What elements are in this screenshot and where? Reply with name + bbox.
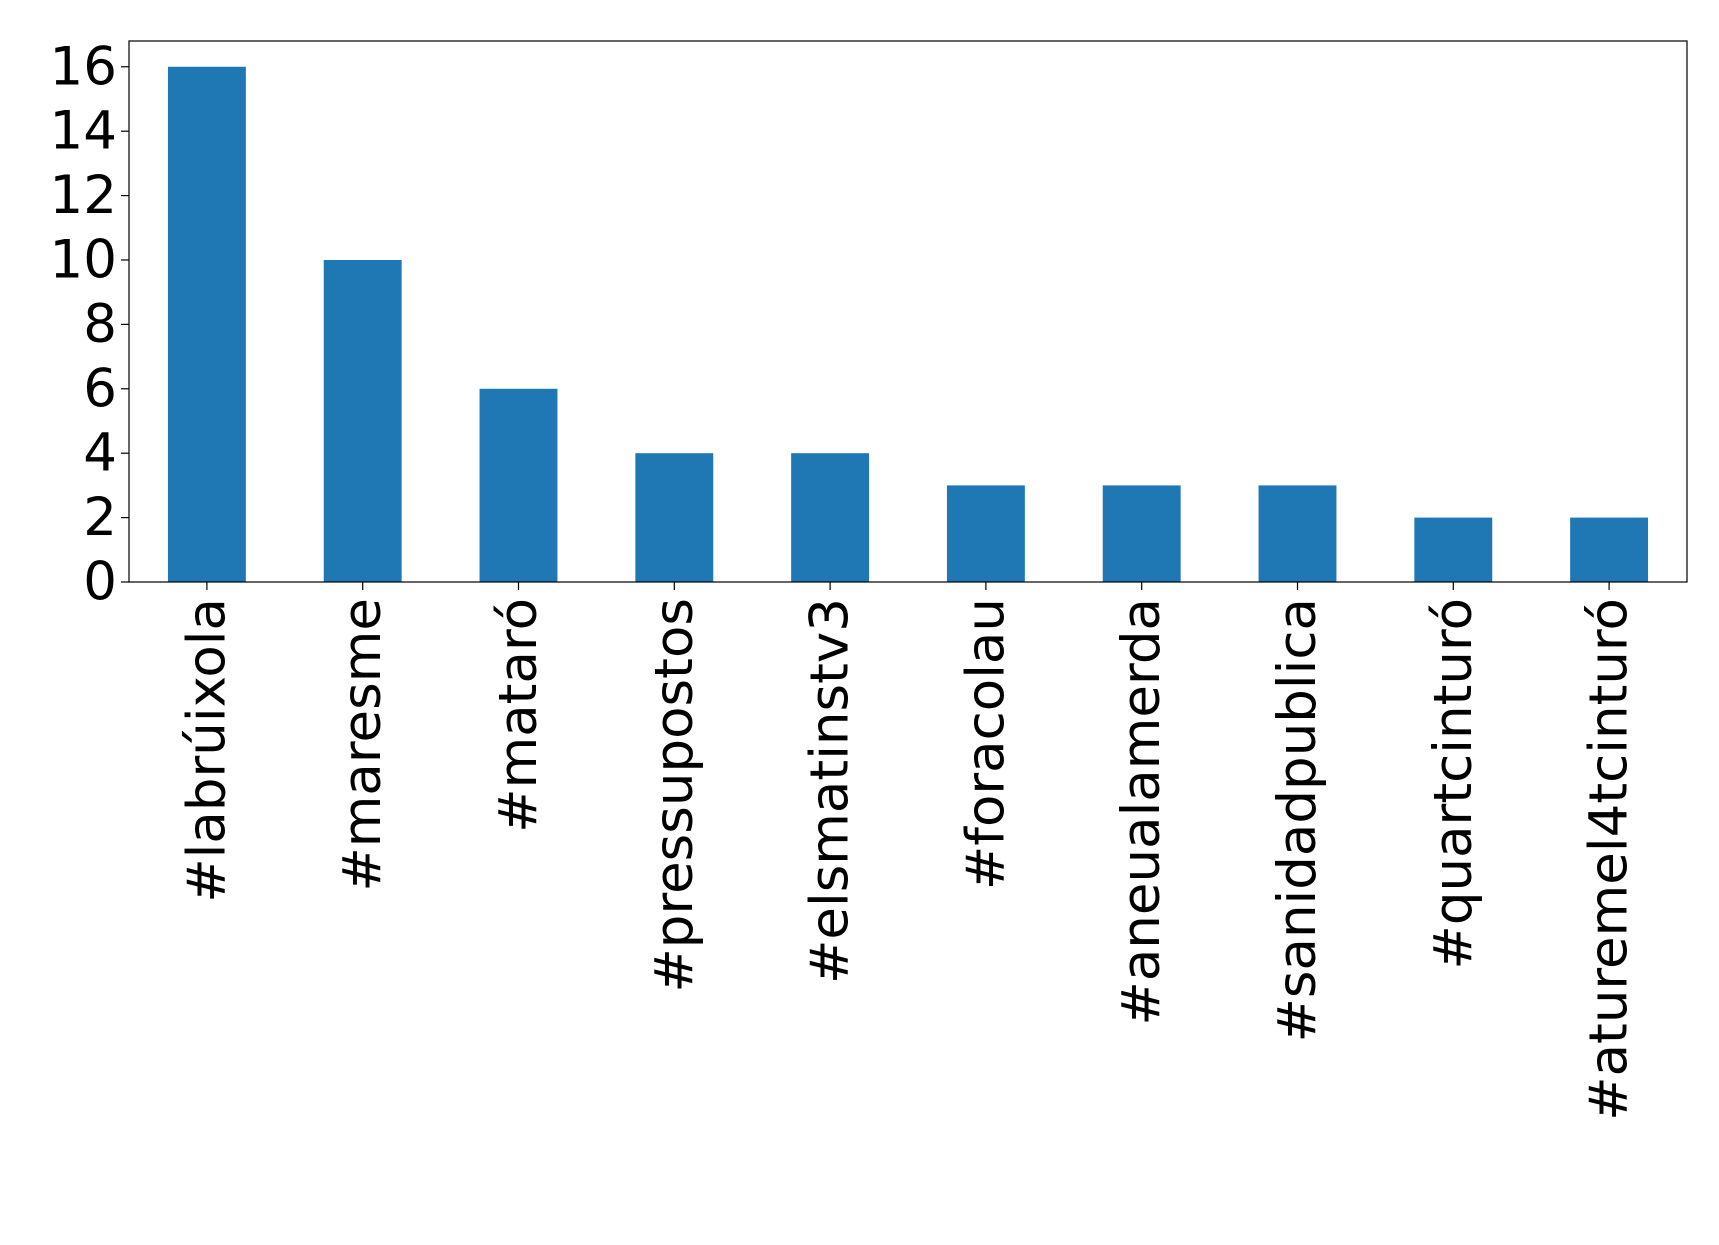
bar <box>1570 517 1649 582</box>
x-tick-label: #aneualamerda <box>1111 598 1172 1026</box>
bar <box>635 453 714 582</box>
plot-frame <box>128 40 1688 583</box>
y-tick-label: 4 <box>83 423 117 484</box>
x-tick-label: #elsmatinstv3 <box>800 598 861 984</box>
bar <box>1258 485 1337 582</box>
bar <box>1414 517 1493 582</box>
y-tick-label: 16 <box>50 36 117 97</box>
bar <box>946 485 1025 582</box>
bar <box>323 259 402 582</box>
x-tick-label: #maresme <box>332 598 393 892</box>
y-tick-label: 2 <box>83 487 117 548</box>
x-tick-label: #labrúixola <box>176 598 237 903</box>
x-tick-label: #aturemel4tcinturó <box>1579 598 1640 1121</box>
x-tick-label: #mataró <box>488 598 549 833</box>
x-tick-label: #quartcinturó <box>1423 598 1484 970</box>
x-tick-label: #foracolau <box>955 598 1016 890</box>
y-tick-label: 8 <box>83 294 117 355</box>
bar <box>791 453 870 582</box>
y-tick-label: 12 <box>50 165 117 226</box>
bar <box>479 388 558 582</box>
bar <box>1102 485 1181 582</box>
y-tick-label: 14 <box>50 101 117 162</box>
x-tick-label: #sanidadpublica <box>1267 598 1328 1043</box>
x-tick-label: #pressupostos <box>644 598 705 993</box>
bar <box>167 66 246 582</box>
y-tick-label: 0 <box>83 552 117 613</box>
y-tick-label: 6 <box>83 358 117 419</box>
y-tick-label: 10 <box>50 229 117 290</box>
